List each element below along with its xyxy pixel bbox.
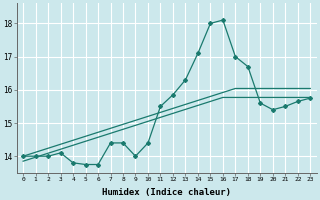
X-axis label: Humidex (Indice chaleur): Humidex (Indice chaleur) <box>102 188 231 197</box>
